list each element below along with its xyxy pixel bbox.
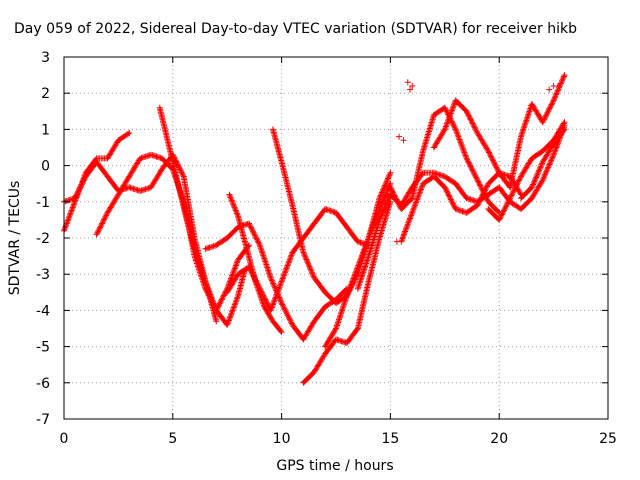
y-tick-label: -3 (36, 267, 50, 283)
series-arc-2 (61, 130, 132, 234)
y-tick-label: -4 (36, 303, 50, 319)
series-arc-4 (157, 105, 248, 328)
series-points (394, 134, 407, 245)
y-tick-label: 0 (41, 159, 50, 175)
y-tick-label: 1 (41, 122, 50, 138)
series-points (405, 79, 561, 92)
x-axis-label: GPS time / hours (276, 458, 393, 474)
y-tick-label: -7 (36, 412, 50, 428)
x-tick-label: 10 (273, 431, 291, 447)
y-tick-label: -6 (36, 376, 50, 392)
y-tick-label: 3 (41, 50, 50, 66)
x-tick-label: 5 (168, 431, 177, 447)
series-arc-7 (226, 192, 284, 336)
x-tick-label: 20 (490, 431, 508, 447)
y-tick-label: -2 (36, 231, 50, 247)
x-tick-label: 15 (381, 431, 399, 447)
series-arc-18 (518, 126, 568, 201)
sdtvar-chart: Day 059 of 2022, Sidereal Day-to-day VTE… (0, 0, 640, 480)
series-points (157, 105, 248, 328)
y-tick-label: -5 (36, 340, 50, 356)
y-axis-label: SDTVAR / TECUs (7, 181, 23, 296)
y-tick-label: -1 (36, 195, 50, 211)
data-points (61, 72, 568, 386)
series-cluster-b (394, 134, 407, 245)
y-tick-label: 2 (41, 86, 50, 102)
chart-title: Day 059 of 2022, Sidereal Day-to-day VTE… (14, 21, 577, 37)
x-tick-label: 25 (599, 431, 617, 447)
series-points (518, 126, 568, 201)
x-tick-label: 0 (60, 431, 69, 447)
series-points (61, 130, 132, 234)
series-cluster-a (405, 79, 561, 92)
series-points (226, 192, 284, 336)
